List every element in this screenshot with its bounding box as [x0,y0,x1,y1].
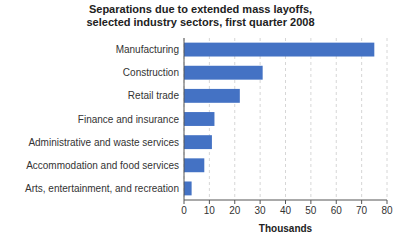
y-tick-label: Retail trade [128,90,180,101]
grid-line [336,38,337,200]
x-tick [285,200,286,204]
title-line: selected industry sectors, first quarter… [86,16,314,28]
x-tick-label: 80 [381,205,393,216]
x-tick [336,200,337,204]
grid-line [260,38,261,200]
y-tick-label: Accommodation and food services [26,160,179,171]
x-tick [361,200,362,204]
grid-line [387,38,388,200]
y-tick-label: Administrative and waste services [28,137,179,148]
y-axis: Arts, entertainment, and recreation Accom… [25,44,179,194]
x-tick-label: 0 [181,205,187,216]
grid-line [361,38,362,200]
chart: Separations due to extended mass layoffs… [0,0,401,238]
title-line: Separations due to extended mass layoffs… [89,3,312,15]
x-tick [260,200,261,204]
x-tick-label: 70 [356,205,368,216]
y-tick-label: Finance and insurance [78,114,180,125]
x-tick [310,200,311,204]
bars [184,43,374,196]
grid-line [285,38,286,200]
x-tick-label: 20 [229,205,241,216]
bar [184,43,374,57]
x-tick-label: 10 [204,205,216,216]
grid-line [310,38,311,200]
x-tick [209,200,210,204]
chart-container: Separations due to extended mass layoffs… [0,0,401,238]
x-tick-label: 30 [255,205,267,216]
x-tick-label: 60 [331,205,343,216]
x-tick-label: 40 [280,205,292,216]
bar [184,135,212,149]
x-tick-label: 50 [305,205,317,216]
x-axis-line [184,200,387,201]
y-tick-label: Manufacturing [116,44,179,55]
bar [184,66,263,80]
y-axis-line [184,38,185,200]
x-axis: 0 10 20 30 40 50 60 70 80 [181,200,393,216]
bar [184,112,214,126]
y-tick-label: Construction [123,67,179,78]
x-tick [387,200,388,204]
title: Separations due to extended mass layoffs… [86,3,314,28]
y-tick-label: Arts, entertainment, and recreation [25,183,179,194]
bar [184,181,192,195]
bar [184,89,240,103]
grid-line [184,38,185,200]
x-tick [234,200,235,204]
x-axis-label: Thousands [259,223,313,234]
x-tick [184,200,185,204]
grid-line [234,38,235,200]
bar [184,158,204,172]
grid [184,38,387,200]
